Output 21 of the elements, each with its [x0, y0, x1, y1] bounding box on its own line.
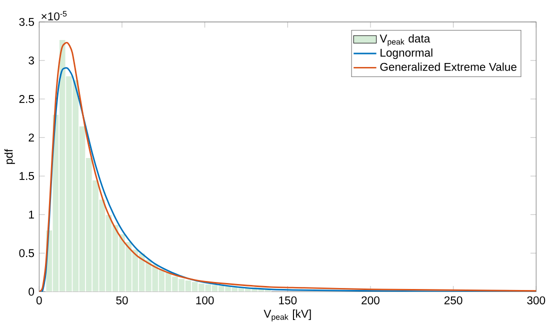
y-tick-label: 2.5	[19, 94, 34, 103]
legend-label: Lognormal	[380, 48, 432, 59]
x-tick-label: 300	[527, 296, 546, 304]
y-tick-label: 3.5	[19, 18, 34, 26]
y-tick-label: 3	[28, 56, 34, 64]
y-tick-label: 0	[28, 288, 34, 296]
y-tick-label: 1.5	[20, 172, 34, 180]
x-tick-label: 0	[36, 296, 42, 304]
text: ×10$^{-5}$	[42, 10, 67, 20]
x-tick-label: 150	[279, 296, 297, 304]
x-axis-title: V$_{peak}$ [kV]	[264, 309, 311, 322]
y-tick-label: 0.5	[19, 249, 34, 258]
x-tick-label: 50	[116, 296, 128, 304]
legend-label: V$_{peak}$ data	[380, 34, 430, 46]
x-tick-label: 250	[444, 296, 462, 304]
x-tick-label: 100	[196, 296, 214, 304]
legend-label: Generalized Extreme Value	[380, 62, 516, 71]
y-tick-label: 1	[29, 210, 34, 218]
y-tick-label: 2	[28, 134, 34, 142]
x-tick-label: 200	[362, 296, 380, 304]
y-axis-title: pdf	[4, 148, 15, 164]
